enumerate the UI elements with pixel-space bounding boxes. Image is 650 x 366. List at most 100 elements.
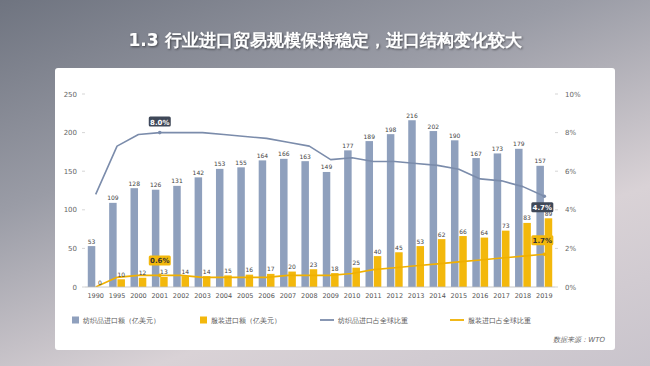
- data-label: 149: [321, 163, 333, 170]
- x-tick-label: 1990: [87, 292, 104, 300]
- y2-tick-label: 8%: [565, 129, 576, 137]
- data-label: 216: [406, 112, 418, 119]
- data-label: 17: [267, 265, 275, 272]
- y2-tick: [555, 94, 558, 95]
- x-tick-label: 2019: [536, 292, 553, 300]
- data-label: 64: [481, 229, 489, 236]
- x-tick-label: 2009: [322, 292, 339, 300]
- bar: [117, 279, 125, 287]
- bar: [417, 246, 425, 287]
- legend-label: 服装进口额（亿美元）: [211, 317, 281, 325]
- x-tick-label: 2010: [344, 292, 361, 300]
- data-label: 83: [523, 214, 531, 221]
- x-tick-label: 2007: [280, 292, 297, 300]
- bar: [131, 188, 139, 287]
- legend-label: 纺织品进口额（亿美元）: [83, 317, 160, 325]
- data-label: 16: [246, 266, 254, 273]
- annotation: 8.0%: [150, 119, 169, 127]
- data-label: 173: [492, 145, 504, 152]
- legend-label: 纺织品进口占全球比重: [338, 317, 408, 325]
- y-tick-label: 0: [73, 284, 77, 292]
- annotation-point: [158, 274, 162, 278]
- bar: [182, 276, 190, 287]
- y-tick: [82, 248, 85, 249]
- bar: [494, 153, 502, 287]
- legend-swatch: [72, 317, 79, 324]
- annotation-point: [543, 252, 547, 256]
- data-label: 40: [374, 248, 382, 255]
- y2-tick: [555, 287, 558, 288]
- bar: [387, 134, 395, 287]
- data-label: 155: [235, 159, 247, 166]
- bar: [545, 218, 553, 287]
- data-label: 131: [171, 177, 183, 184]
- data-label: 163: [299, 153, 311, 160]
- x-tick-label: 2012: [386, 292, 403, 300]
- data-label: 66: [459, 228, 467, 235]
- data-label: 25: [352, 259, 360, 266]
- data-label: 0: [98, 279, 102, 286]
- bar: [451, 140, 459, 287]
- y-tick-label: 150: [64, 168, 77, 176]
- annotation-box: [531, 235, 553, 245]
- y-tick-label: 250: [64, 91, 77, 99]
- x-axis: [85, 287, 555, 288]
- bar: [139, 278, 147, 287]
- data-label: 12: [139, 269, 147, 276]
- bar: [152, 190, 160, 287]
- annotation: 4.7%: [533, 204, 552, 212]
- x-tick-label: 2002: [173, 292, 190, 300]
- bar: [216, 169, 224, 287]
- y-tick-label: 100: [64, 206, 77, 214]
- y2-tick-label: 10%: [565, 91, 581, 99]
- bar: [246, 275, 254, 287]
- bar: [267, 274, 275, 287]
- x-tick-label: 2001: [151, 292, 168, 300]
- data-label: 14: [181, 268, 189, 275]
- x-tick-label: 1995: [109, 292, 126, 300]
- data-label: 20: [288, 263, 296, 270]
- y2-tick-label: 0%: [565, 284, 576, 292]
- legend-swatch: [450, 319, 464, 321]
- annotation-point: [158, 131, 162, 135]
- bar: [344, 150, 352, 287]
- data-label: 14: [203, 268, 211, 275]
- y-tick: [82, 132, 85, 133]
- bar: [481, 238, 489, 287]
- legend-swatch: [200, 317, 207, 324]
- bar: [536, 166, 544, 287]
- annotation: 0.6%: [150, 257, 169, 265]
- bar: [280, 159, 288, 287]
- y2-tick-label: 4%: [565, 206, 576, 214]
- x-tick-label: 2013: [408, 292, 425, 300]
- y2-tick: [555, 171, 558, 172]
- data-label: 73: [502, 222, 510, 229]
- y-tick: [82, 94, 85, 95]
- bar: [366, 141, 374, 287]
- data-label: 10: [117, 271, 125, 278]
- data-label: 198: [385, 126, 397, 133]
- bar: [259, 160, 267, 287]
- data-label: 166: [278, 150, 290, 157]
- x-tick-label: 2004: [216, 292, 233, 300]
- bar: [160, 277, 168, 287]
- data-label: 142: [193, 169, 205, 176]
- bar: [88, 246, 96, 287]
- bar: [301, 161, 309, 287]
- annotation-box: [531, 202, 553, 212]
- y-tick: [82, 171, 85, 172]
- x-tick-label: 2005: [237, 292, 254, 300]
- y2-tick: [555, 209, 558, 210]
- x-tick-label: 2011: [365, 292, 382, 300]
- data-label: 167: [470, 150, 482, 157]
- data-label: 126: [150, 181, 162, 188]
- data-label: 179: [513, 140, 525, 147]
- data-label: 157: [534, 157, 546, 164]
- data-label: 53: [88, 238, 96, 245]
- source: 数据来源：WTO: [553, 336, 605, 344]
- bar: [288, 272, 296, 287]
- x-tick-label: 2006: [258, 292, 275, 300]
- line: [96, 254, 545, 287]
- annotation-box: [149, 255, 171, 265]
- legend-swatch: [320, 319, 334, 321]
